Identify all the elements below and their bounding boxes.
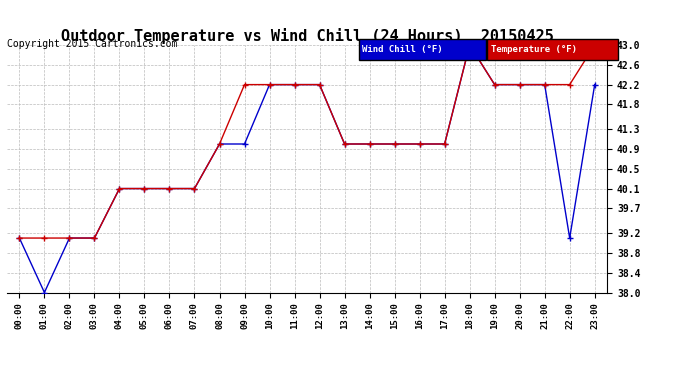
Text: Temperature (°F): Temperature (°F) — [491, 45, 577, 54]
Text: Copyright 2015 Cartronics.com: Copyright 2015 Cartronics.com — [7, 39, 177, 50]
Text: Wind Chill (°F): Wind Chill (°F) — [362, 45, 443, 54]
Title: Outdoor Temperature vs Wind Chill (24 Hours)  20150425: Outdoor Temperature vs Wind Chill (24 Ho… — [61, 28, 553, 44]
